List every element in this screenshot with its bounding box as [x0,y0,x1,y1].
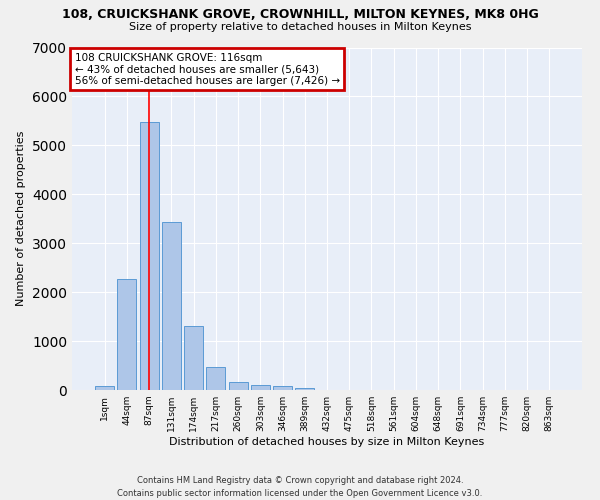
Bar [118,279,136,390]
Text: Size of property relative to detached houses in Milton Keynes: Size of property relative to detached ho… [129,22,471,32]
X-axis label: Distribution of detached houses by size in Milton Keynes: Distribution of detached houses by size … [169,437,485,447]
Bar [140,122,158,390]
Text: 108 CRUICKSHANK GROVE: 116sqm
← 43% of detached houses are smaller (5,643)
56% o: 108 CRUICKSHANK GROVE: 116sqm ← 43% of d… [74,52,340,86]
Text: 108, CRUICKSHANK GROVE, CROWNHILL, MILTON KEYNES, MK8 0HG: 108, CRUICKSHANK GROVE, CROWNHILL, MILTO… [62,8,538,20]
Bar [162,222,181,390]
Bar [206,368,225,390]
Bar [229,382,248,390]
Text: Contains HM Land Registry data © Crown copyright and database right 2024.
Contai: Contains HM Land Registry data © Crown c… [118,476,482,498]
Bar [251,385,270,390]
Bar [273,386,292,390]
Bar [295,388,314,390]
Bar [184,326,203,390]
Y-axis label: Number of detached properties: Number of detached properties [16,131,26,306]
Bar [95,386,114,390]
